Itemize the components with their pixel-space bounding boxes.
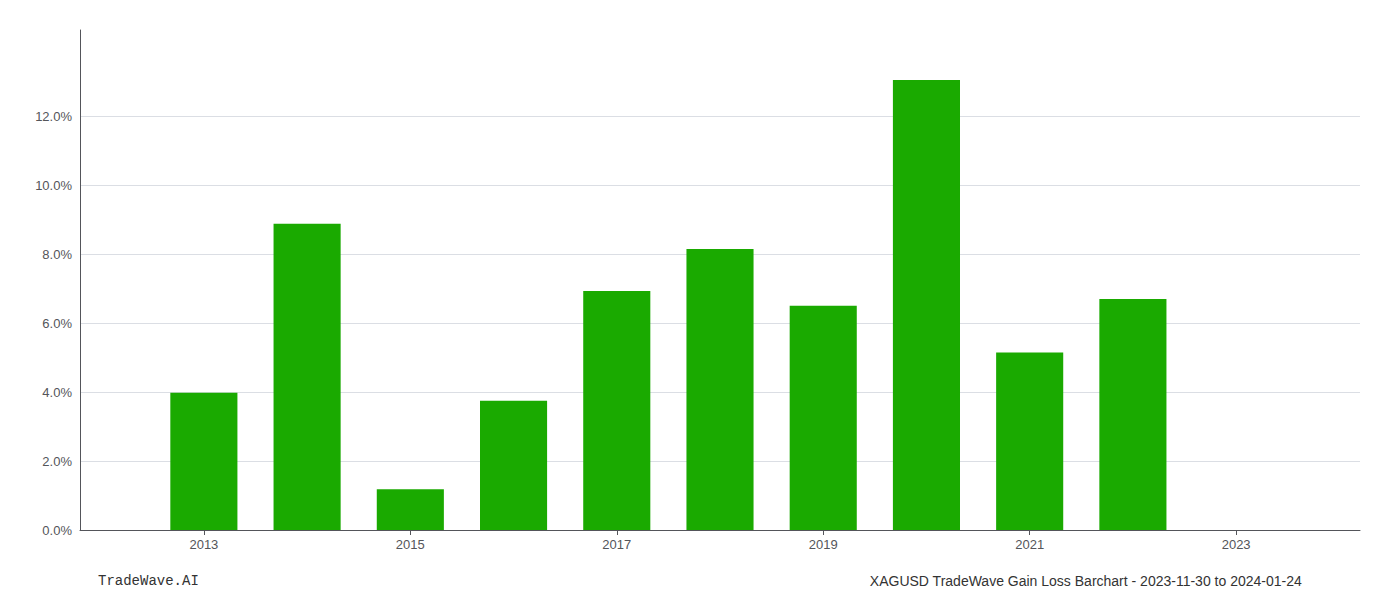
svg-text:XAGUSD TradeWave Gain Loss Bar: XAGUSD TradeWave Gain Loss Barchart - 20… [870,573,1302,589]
svg-text:2019: 2019 [809,537,838,552]
svg-text:8.0%: 8.0% [42,247,72,262]
svg-text:2017: 2017 [602,537,631,552]
svg-text:2.0%: 2.0% [42,454,72,469]
svg-text:TradeWave.AI: TradeWave.AI [98,573,199,589]
svg-text:2013: 2013 [189,537,218,552]
svg-text:2023: 2023 [1222,537,1251,552]
svg-text:2021: 2021 [1015,537,1044,552]
svg-text:12.0%: 12.0% [35,109,72,124]
svg-text:0.0%: 0.0% [42,523,72,538]
svg-text:6.0%: 6.0% [42,316,72,331]
svg-text:4.0%: 4.0% [42,385,72,400]
svg-text:10.0%: 10.0% [35,178,72,193]
svg-text:2015: 2015 [396,537,425,552]
